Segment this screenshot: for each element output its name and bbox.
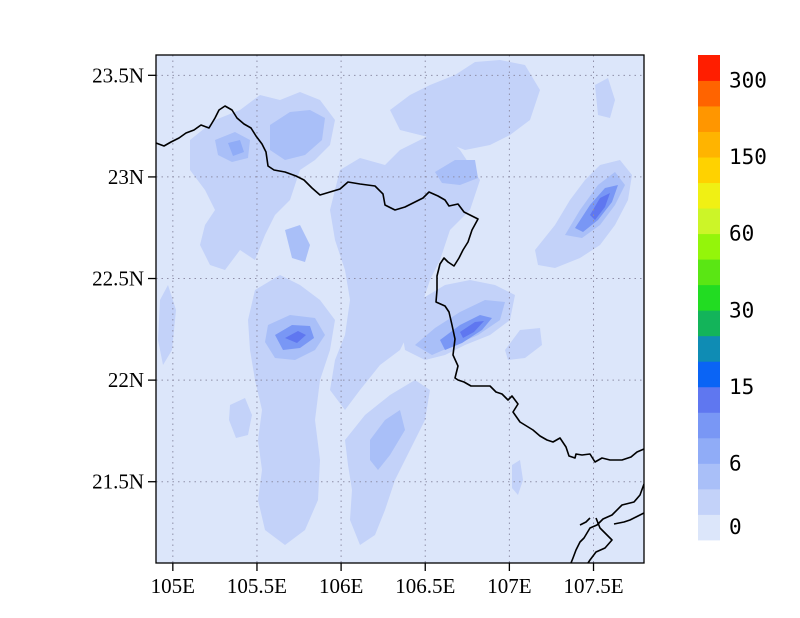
contour-core-mid bbox=[285, 225, 310, 262]
contour-core-west-north bbox=[270, 110, 325, 160]
lon-tick-label: 105.5E bbox=[227, 574, 287, 598]
lon-tick-label: 105E bbox=[151, 574, 195, 598]
colorbar-swatch bbox=[698, 284, 720, 311]
lat-tick-label: 23.5N bbox=[92, 63, 144, 87]
border-line-southeast-1 bbox=[570, 483, 644, 563]
colorbar-label: 300 bbox=[729, 69, 767, 93]
colorbar-label: 15 bbox=[729, 375, 754, 399]
contour-max-east bbox=[460, 321, 484, 338]
colorbar-label: 6 bbox=[729, 451, 742, 475]
colorbar-swatch bbox=[698, 106, 720, 132]
colorbar-swatch bbox=[698, 412, 720, 439]
contour-region-small-1 bbox=[229, 398, 252, 438]
lon-tick-label: 106.5E bbox=[395, 574, 455, 598]
colorbar-label: 150 bbox=[729, 145, 767, 169]
colorbar-swatch bbox=[698, 157, 720, 184]
colorbar-swatch bbox=[698, 131, 720, 158]
colorbar-swatch bbox=[698, 437, 720, 464]
border-line-southeast-3 bbox=[587, 517, 613, 563]
contour-region-central bbox=[330, 130, 480, 410]
colorbar-swatch bbox=[698, 514, 720, 541]
contour-level-3 bbox=[228, 140, 618, 350]
colorbar-swatch bbox=[698, 488, 720, 515]
border-line-north bbox=[156, 105, 644, 463]
colorbar-swatch bbox=[698, 233, 720, 260]
colorbar-label: 0 bbox=[729, 515, 742, 539]
colorbar-swatch bbox=[698, 80, 720, 107]
lon-tick-label: 106E bbox=[319, 574, 363, 598]
border-line-southeast-2 bbox=[613, 512, 644, 525]
contour-region-south bbox=[345, 380, 430, 545]
contour-fields bbox=[156, 55, 644, 563]
colorbar-labels: 0 6 15 30 60 150 300 bbox=[729, 69, 767, 540]
gridlines bbox=[156, 55, 644, 563]
contour-region-small-2 bbox=[512, 460, 523, 495]
longitude-axis: 105E 105.5E 106E 106.5E 107E 107.5E bbox=[151, 563, 624, 598]
border-line-southeast-4 bbox=[579, 517, 591, 526]
map-frame bbox=[155, 54, 645, 564]
colorbar-swatch bbox=[698, 55, 720, 81]
colorbar-label: 30 bbox=[729, 298, 754, 322]
lat-tick-label: 22N bbox=[108, 368, 144, 392]
contour-region-north bbox=[390, 60, 540, 150]
colorbar bbox=[698, 55, 720, 541]
latitude-axis: 23.5N 23N 22.5N 22N 21.5N bbox=[92, 63, 156, 494]
contour-region-east-small bbox=[505, 328, 542, 360]
contour-peak-west bbox=[228, 140, 244, 156]
lat-tick-label: 22.5N bbox=[92, 267, 144, 291]
colorbar-swatch bbox=[698, 182, 720, 209]
map-panel: 23.5N 23N 22.5N 22N 21.5N 105E 105.5E 106E 106.… bbox=[92, 54, 645, 598]
colorbar-swatch bbox=[698, 310, 720, 337]
lon-tick-label: 107E bbox=[487, 574, 531, 598]
contour-core-north bbox=[435, 160, 478, 185]
colorbar-label: 60 bbox=[729, 222, 754, 246]
colorbar-swatch bbox=[698, 463, 720, 490]
lon-tick-label: 107.5E bbox=[563, 574, 623, 598]
lat-tick-label: 23N bbox=[108, 165, 144, 189]
colorbar-swatch bbox=[698, 361, 720, 388]
country-borders bbox=[156, 105, 644, 563]
contour-region-west-edge bbox=[158, 285, 176, 365]
lat-tick-label: 21.5N bbox=[92, 470, 144, 494]
contour-region-small-3 bbox=[595, 78, 615, 118]
colorbar-swatch bbox=[698, 386, 720, 413]
colorbar-swatch bbox=[698, 259, 720, 286]
contour-max-northeast bbox=[590, 193, 610, 220]
contour-core-south bbox=[370, 410, 405, 470]
colorbar-swatch bbox=[698, 208, 720, 235]
colorbar-swatch bbox=[698, 335, 720, 362]
contour-max-central bbox=[285, 331, 306, 343]
